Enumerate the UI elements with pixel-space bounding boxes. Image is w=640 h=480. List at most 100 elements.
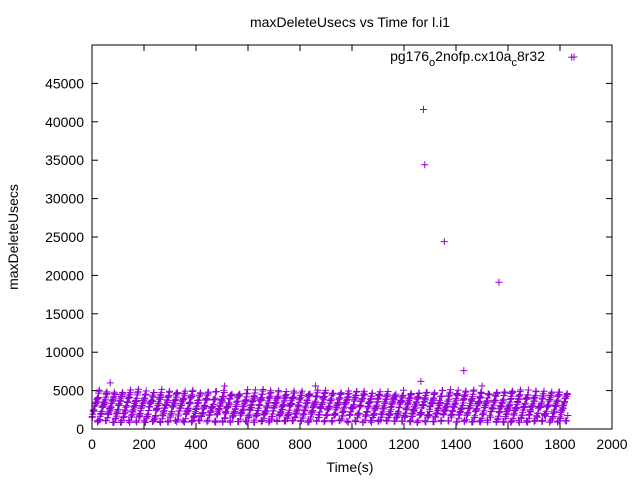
data-point xyxy=(462,387,470,395)
data-point xyxy=(328,418,336,426)
data-point xyxy=(477,418,485,426)
data-point xyxy=(437,416,445,424)
y-tick-label: 25000 xyxy=(45,229,84,245)
y-axis-label: maxDeleteUsecs xyxy=(5,184,21,290)
data-point xyxy=(359,418,367,426)
outlier-point xyxy=(221,382,229,390)
data-point xyxy=(563,391,571,398)
data-point xyxy=(219,393,227,400)
outlier-point xyxy=(420,106,427,113)
data-point xyxy=(102,417,110,425)
data-point xyxy=(118,417,126,425)
outlier-point xyxy=(460,367,468,375)
data-point xyxy=(368,389,376,397)
data-point xyxy=(228,390,236,398)
data-point xyxy=(352,417,360,425)
data-point xyxy=(110,418,118,426)
data-point xyxy=(556,388,564,396)
data-point xyxy=(226,418,234,426)
data-point xyxy=(305,417,313,425)
y-tick-label: 5000 xyxy=(53,383,84,399)
x-tick-label: 1400 xyxy=(440,436,471,452)
data-point xyxy=(430,418,438,426)
outlier-point xyxy=(106,379,114,387)
data-point xyxy=(201,403,209,410)
data-point xyxy=(306,390,314,398)
data-point xyxy=(415,389,423,397)
data-point xyxy=(361,391,369,399)
data-point xyxy=(439,386,447,394)
data-point xyxy=(492,418,500,425)
x-tick-label: 400 xyxy=(184,436,208,452)
data-point xyxy=(554,418,561,426)
data-point xyxy=(444,417,452,425)
data-point xyxy=(496,408,504,416)
y-tick-label: 20000 xyxy=(45,267,84,283)
data-point xyxy=(140,416,148,424)
data-point xyxy=(446,386,454,394)
y-tick-label: 40000 xyxy=(45,114,84,130)
data-point xyxy=(460,418,468,426)
data-point xyxy=(351,416,359,424)
data-point xyxy=(322,386,330,394)
x-tick-label: 800 xyxy=(288,436,312,452)
outlier-point xyxy=(312,382,320,390)
data-point xyxy=(289,417,297,424)
data-point xyxy=(546,418,554,426)
data-point xyxy=(149,417,157,425)
data-point xyxy=(94,418,101,426)
data-point xyxy=(561,417,569,425)
data-point xyxy=(95,386,103,394)
data-point xyxy=(355,409,363,417)
data-point xyxy=(431,389,439,397)
data-point xyxy=(204,416,211,424)
x-tick-label: 0 xyxy=(88,436,96,452)
data-point xyxy=(298,387,306,395)
data-point xyxy=(413,418,421,426)
outlier-point xyxy=(495,278,503,286)
data-point xyxy=(265,418,273,426)
data-point xyxy=(353,387,361,395)
data-point xyxy=(374,417,382,425)
data-point xyxy=(111,391,119,398)
data-point xyxy=(266,417,274,425)
data-point xyxy=(475,398,483,406)
y-tick-label: 35000 xyxy=(45,152,84,168)
data-point xyxy=(195,416,203,424)
data-point xyxy=(244,386,252,394)
data-point xyxy=(197,390,205,398)
data-point xyxy=(236,390,244,398)
data-point xyxy=(484,416,492,424)
data-point xyxy=(234,418,242,425)
data-point xyxy=(189,386,197,394)
data-point xyxy=(243,418,251,426)
data-point xyxy=(212,418,220,426)
data-point xyxy=(132,417,140,425)
data-point xyxy=(304,399,312,407)
data-point xyxy=(335,416,343,424)
data-point xyxy=(476,416,484,424)
data-point xyxy=(470,386,478,394)
data-point xyxy=(219,417,226,425)
data-point xyxy=(280,417,288,425)
data-point xyxy=(173,418,181,426)
data-point xyxy=(212,388,220,395)
data-point xyxy=(532,388,540,396)
data-point xyxy=(205,388,213,396)
data-point xyxy=(220,389,228,396)
data-point xyxy=(367,418,375,426)
data-point xyxy=(392,390,400,398)
data-point xyxy=(423,388,431,396)
x-tick-label: 1800 xyxy=(544,436,575,452)
legend-label-part-1: pg176 xyxy=(390,48,429,64)
data-point xyxy=(171,417,179,424)
data-point xyxy=(508,417,516,425)
data-point xyxy=(469,418,477,425)
data-point xyxy=(179,417,187,425)
outlier-point xyxy=(417,377,425,385)
data-point xyxy=(376,388,384,396)
x-tick-label: 200 xyxy=(132,436,156,452)
x-axis-label: Time(s) xyxy=(327,459,374,475)
data-point xyxy=(548,388,556,396)
